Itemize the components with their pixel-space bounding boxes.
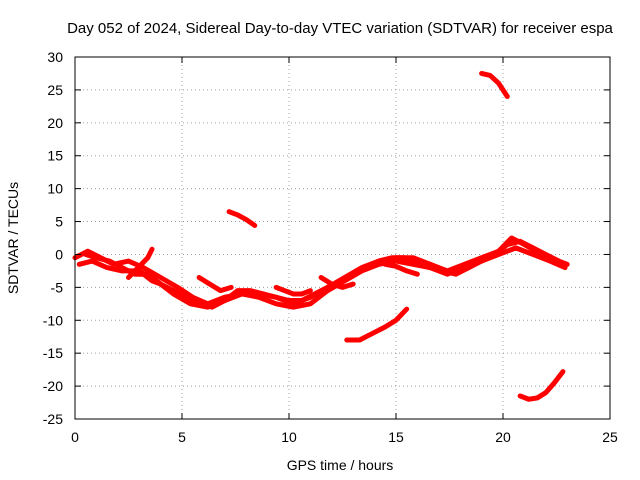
y-tick-label: 15 [47, 148, 63, 164]
series-arc-4 [126, 246, 155, 280]
series-arc-6 [196, 274, 234, 294]
series-arc-12 [479, 70, 510, 99]
x-tick-label: 15 [388, 429, 404, 445]
y-tick-label: 10 [47, 181, 63, 197]
chart-title: Day 052 of 2024, Sidereal Day-to-day VTE… [67, 20, 613, 37]
y-tick-label: -20 [43, 378, 63, 394]
plot-frame [74, 56, 611, 420]
y-tick-label: 5 [55, 214, 63, 230]
grid [75, 57, 610, 419]
y-tick-label: 20 [47, 115, 63, 131]
x-ticks: 0 5 10 15 20 25 [71, 57, 618, 445]
series-arc-8 [273, 284, 313, 297]
series-arc-5 [140, 271, 164, 287]
y-tick-label: 25 [47, 82, 63, 98]
x-tick-label: 0 [71, 429, 79, 445]
y-tick-label: -25 [43, 411, 63, 427]
series-arc-7 [226, 209, 258, 228]
data-series [72, 70, 570, 402]
x-tick-label: 10 [281, 429, 297, 445]
y-tick-label: 30 [47, 49, 63, 65]
y-tick-label: -15 [43, 345, 63, 361]
y-tick-label: -10 [43, 312, 63, 328]
series-arc-9 [318, 274, 356, 290]
y-tick-label: 0 [55, 246, 63, 262]
y-tick-label: -5 [51, 279, 64, 295]
x-tick-label: 25 [602, 429, 618, 445]
x-tick-label: 5 [178, 429, 186, 445]
series-arc-13 [517, 369, 566, 402]
y-ticks: 30 25 20 15 10 5 0 -5 -10 -15 -20 -25 [43, 49, 610, 427]
series-arc-10 [344, 306, 410, 343]
y-axis-label: SDTVAR / TECUs [5, 182, 21, 294]
series-arc-11 [382, 261, 420, 277]
x-tick-label: 20 [495, 429, 511, 445]
x-axis-label: GPS time / hours [287, 457, 394, 473]
